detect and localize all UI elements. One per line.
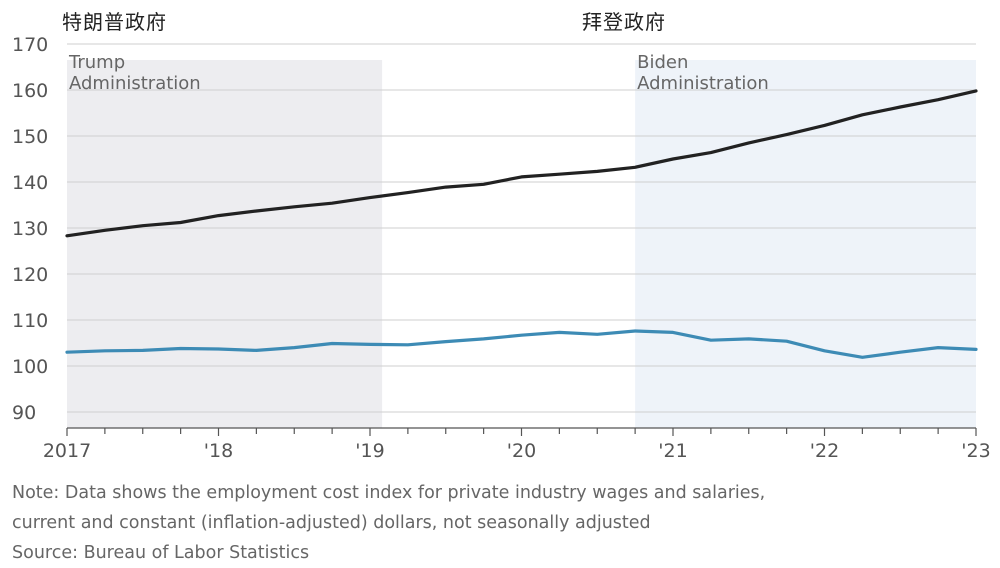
- x-tick-label-6: '23: [961, 440, 990, 462]
- y-tick-label-110: 110: [12, 310, 48, 332]
- chart-notes: Note: Data shows the employment cost ind…: [12, 478, 765, 568]
- shaded-period-label-0-line1: Trump: [68, 52, 125, 73]
- source-line: Source: Bureau of Labor Statistics: [12, 538, 765, 568]
- y-tick-label-130: 130: [12, 218, 48, 240]
- x-tick-label-4: '21: [658, 440, 687, 462]
- y-tick-label-150: 150: [12, 126, 48, 148]
- note-line-2: current and constant (inflation-adjusted…: [12, 508, 765, 538]
- x-tick-label-3: '20: [507, 440, 536, 462]
- y-tick-label-120: 120: [12, 264, 48, 286]
- y-tick-label-140: 140: [12, 172, 48, 194]
- note-line-1: Note: Data shows the employment cost ind…: [12, 478, 765, 508]
- y-tick-label-170: 170: [12, 34, 48, 56]
- y-tick-label-100: 100: [12, 356, 48, 378]
- shaded-period-0: [67, 60, 382, 428]
- x-tick-label-0: 2017: [43, 440, 91, 462]
- shaded-period-label-1-line2: Administration: [637, 73, 769, 94]
- shaded-period-label-0-line2: Administration: [69, 73, 201, 94]
- shaded-period-label-1-line1: Biden: [637, 52, 688, 73]
- y-tick-label-90: 90: [12, 402, 36, 424]
- y-tick-label-160: 160: [12, 80, 48, 102]
- x-tick-label-1: '18: [204, 440, 233, 462]
- x-tick-label-5: '22: [810, 440, 839, 462]
- shaded-period-1: [635, 60, 976, 428]
- line-chart: TrumpAdministrationBidenAdministration90…: [0, 0, 1000, 470]
- x-tick-label-2: '19: [355, 440, 384, 462]
